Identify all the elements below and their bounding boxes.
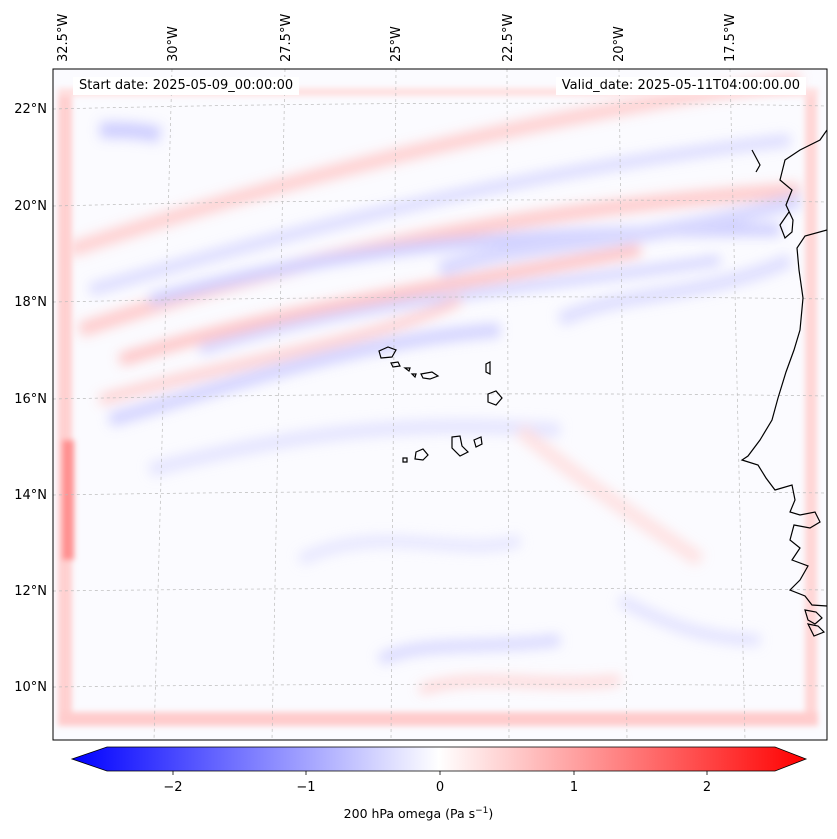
- lat-label: 16°N: [14, 392, 47, 407]
- lat-label: 18°N: [14, 295, 47, 310]
- map-frame: [52, 68, 828, 741]
- lon-label: 20°W: [612, 26, 627, 62]
- omega-field: [53, 69, 827, 740]
- longitude-labels: 32.5°W 30°W 27.5°W 25°W 22.5°W 20°W 17.5…: [56, 14, 738, 62]
- units-exponent: −1: [475, 806, 489, 816]
- colorbar-ticks: [172, 771, 708, 775]
- lat-label: 14°N: [14, 488, 47, 503]
- variable-name: 200 hPa omega: [343, 806, 442, 822]
- lon-label: 30°W: [166, 26, 181, 62]
- lon-label: 32.5°W: [56, 14, 71, 62]
- colorbar-tick-label: 2: [703, 780, 711, 795]
- lon-label: 27.5°W: [279, 14, 294, 62]
- units-text: Pa s: [450, 806, 476, 822]
- lat-label: 10°N: [14, 680, 47, 695]
- coastline: [740, 129, 827, 637]
- colorbar-label: 200 hPa omega (Pa s−1): [343, 806, 494, 822]
- lon-label: 25°W: [389, 26, 404, 62]
- lat-label: 20°N: [14, 199, 47, 214]
- colorbar-tick-label: 1: [570, 780, 578, 795]
- colorbar-body: [70, 746, 808, 772]
- lon-label: 22.5°W: [501, 14, 516, 62]
- lat-label: 22°N: [14, 102, 47, 117]
- lat-label: 12°N: [14, 584, 47, 599]
- lon-label: 17.5°W: [723, 14, 738, 62]
- latitude-labels: 22°N 20°N 18°N 16°N 14°N 12°N 10°N: [14, 102, 47, 695]
- colorbar-tick-label: 0: [436, 780, 444, 795]
- cape-verde-islands: [378, 346, 503, 463]
- map-gridlines: [53, 69, 827, 740]
- valid-date-label: Valid_date: 2025-05-11T04:00:00.00: [555, 77, 806, 95]
- colorbar-tick-label: −1: [296, 780, 315, 795]
- colorbar: −2 −1 0 1 2: [70, 746, 808, 795]
- colorbar-tick-label: −2: [163, 780, 182, 795]
- start-date-label: Start date: 2025-05-09_00:00:00: [73, 77, 300, 95]
